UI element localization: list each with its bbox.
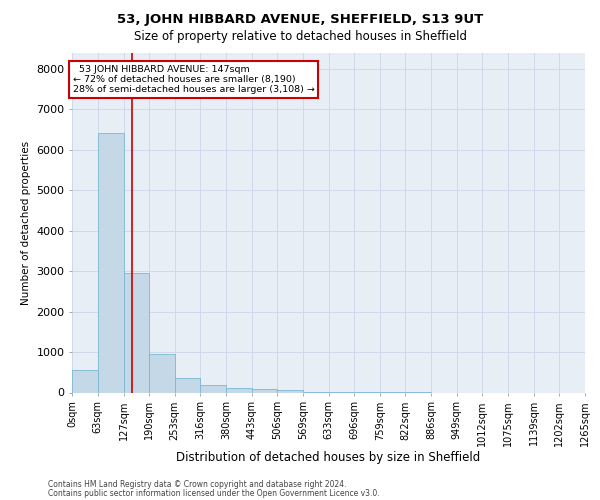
Text: Contains HM Land Registry data © Crown copyright and database right 2024.: Contains HM Land Registry data © Crown c… (48, 480, 347, 489)
Text: Contains public sector information licensed under the Open Government Licence v3: Contains public sector information licen… (48, 488, 380, 498)
Y-axis label: Number of detached properties: Number of detached properties (20, 140, 31, 304)
Bar (226, 388, 251, 392)
Bar (277, 390, 303, 392)
Bar (251, 388, 277, 392)
Bar (124, 273, 149, 392)
Bar (200, 386, 226, 392)
Text: Size of property relative to detached houses in Sheffield: Size of property relative to detached ho… (133, 30, 467, 43)
Bar (149, 354, 175, 393)
Bar (72, 370, 98, 392)
Bar (175, 378, 200, 392)
Text: 53 JOHN HIBBARD AVENUE: 147sqm
← 72% of detached houses are smaller (8,190)
28% : 53 JOHN HIBBARD AVENUE: 147sqm ← 72% of … (73, 64, 314, 94)
Bar (98, 134, 124, 392)
X-axis label: Distribution of detached houses by size in Sheffield: Distribution of detached houses by size … (176, 451, 481, 464)
Text: 53, JOHN HIBBARD AVENUE, SHEFFIELD, S13 9UT: 53, JOHN HIBBARD AVENUE, SHEFFIELD, S13 … (117, 12, 483, 26)
